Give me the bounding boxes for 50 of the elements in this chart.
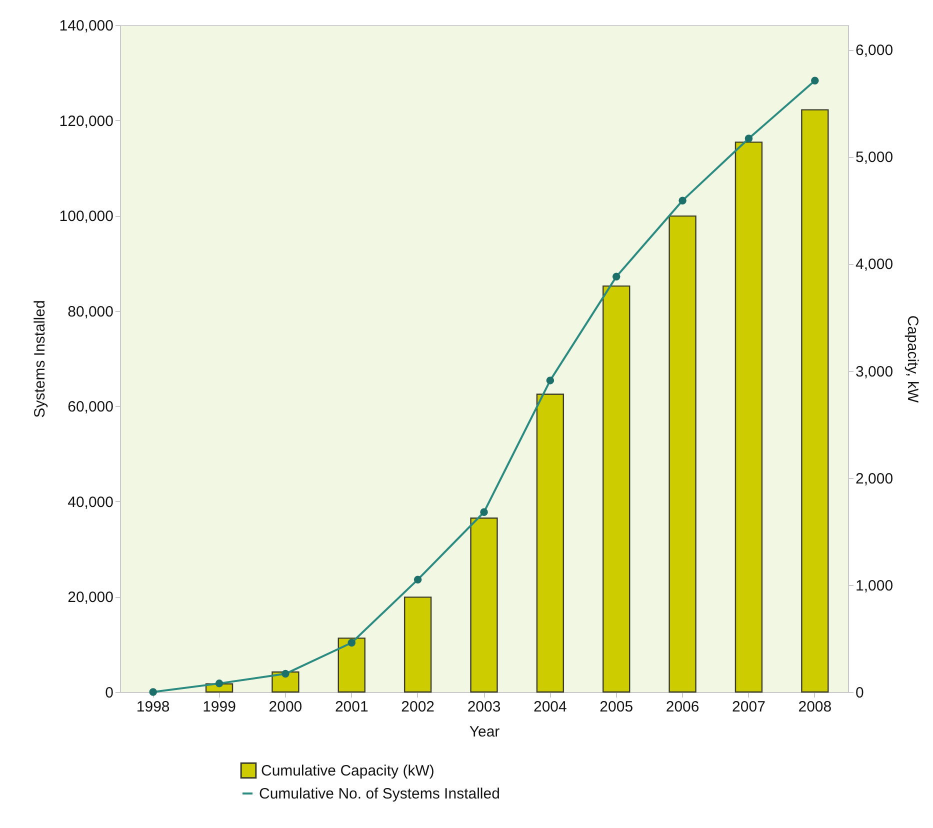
x-tick-label: 2000 [268,698,302,716]
y-tick-label: 60,000 [68,398,114,416]
y-tick-label: 100,000 [59,208,114,226]
point [414,576,422,584]
x-tick-label: 2008 [798,698,832,716]
point [215,680,224,688]
y2-tick-label: 2,000 [856,470,894,488]
point [744,134,753,142]
x-tick-label: 2006 [666,698,700,716]
y2-tick-label: 0 [856,684,864,702]
x-tick-label: 2002 [401,698,435,716]
y-tick-label: 120,000 [59,112,114,130]
point [678,196,686,204]
x-tick-label: 2005 [600,698,634,716]
y2-tick-label: 1,000 [856,577,894,594]
x-tick-label: 2001 [334,698,368,716]
x-axis-title: Year [469,724,500,740]
x-tick-label: 2007 [732,698,766,716]
y-tick-label: 20,000 [68,589,114,606]
point [282,670,290,678]
bar [734,142,763,693]
x-tick-label: 2004 [533,698,567,716]
y2-axis-title: Capacity, kW [904,315,922,404]
y-tick-label: 140,000 [59,18,114,34]
bar [536,394,564,693]
y-axis-title: Systems Installed [31,300,48,418]
y-tick-label: 80,000 [68,303,114,320]
point [811,76,819,85]
point [480,508,488,516]
y2-tick-label: 5,000 [856,149,894,166]
bar [602,285,630,693]
bar [668,215,696,693]
point [546,376,554,384]
point [348,638,356,647]
y-tick-label: 40,000 [68,494,114,511]
x-tick-label: 2003 [467,698,501,716]
bar [470,518,498,693]
legend-label: Cumulative Capacity (kW) [261,762,434,780]
bar [801,109,829,693]
bar [338,638,366,693]
point [149,688,157,696]
y-tick-label: 0 [105,684,114,702]
point [612,272,620,280]
y2-tick-label: 4,000 [856,256,894,274]
bar [404,596,432,693]
legend-label: Cumulative No. of Systems Installed [259,786,500,802]
y2-tick-label: 6,000 [856,42,894,60]
x-tick-label: 1999 [202,698,236,716]
y2-tick-label: 3,000 [856,363,894,380]
x-tick-label: 1998 [136,698,170,716]
